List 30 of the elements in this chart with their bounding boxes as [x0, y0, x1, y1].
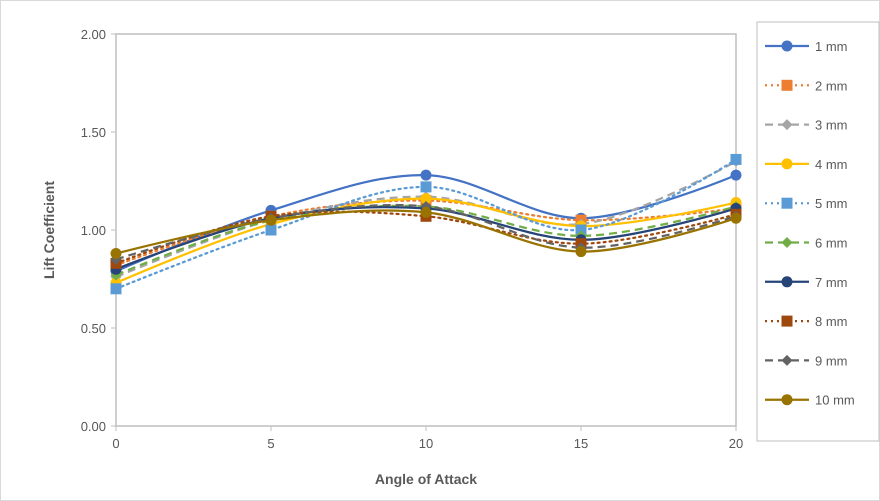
point — [110, 248, 122, 260]
point — [110, 283, 122, 294]
legend-label: 6 mm — [815, 236, 848, 250]
y-tick-label: 2.00 — [80, 27, 106, 42]
y-tick-label: 1.00 — [80, 223, 106, 238]
x-tick-label: 20 — [728, 436, 744, 451]
y-tick-label: 0.00 — [80, 419, 106, 434]
x-tick-label: 5 — [267, 436, 275, 451]
point — [266, 224, 276, 236]
legend-label: 7 mm — [815, 274, 848, 290]
legend-label: 4 mm — [815, 156, 848, 172]
legend-label: 8 mm — [815, 314, 848, 330]
y-tick-label: 0.50 — [80, 321, 106, 336]
y-axis-title: Lift Coefficient — [41, 180, 57, 279]
point — [730, 170, 742, 181]
y-tick-label: 1.50 — [80, 125, 106, 140]
x-tick-label: 10 — [418, 436, 434, 451]
x-axis-title: Angle of Attack — [374, 471, 478, 487]
point — [576, 246, 586, 258]
x-tick-label: 15 — [574, 436, 588, 451]
legend-label: 10 mm — [815, 392, 855, 408]
legend-label: 3 mm — [815, 118, 848, 133]
legend-label: 5 mm — [815, 196, 848, 212]
point — [420, 206, 432, 218]
point — [420, 181, 432, 192]
legend-label: 1 mm — [815, 39, 848, 54]
x-tick-label: 0 — [112, 436, 120, 451]
point — [420, 170, 432, 181]
legend-label: 2 mm — [815, 78, 848, 94]
legend-label: 9 mm — [815, 353, 848, 368]
